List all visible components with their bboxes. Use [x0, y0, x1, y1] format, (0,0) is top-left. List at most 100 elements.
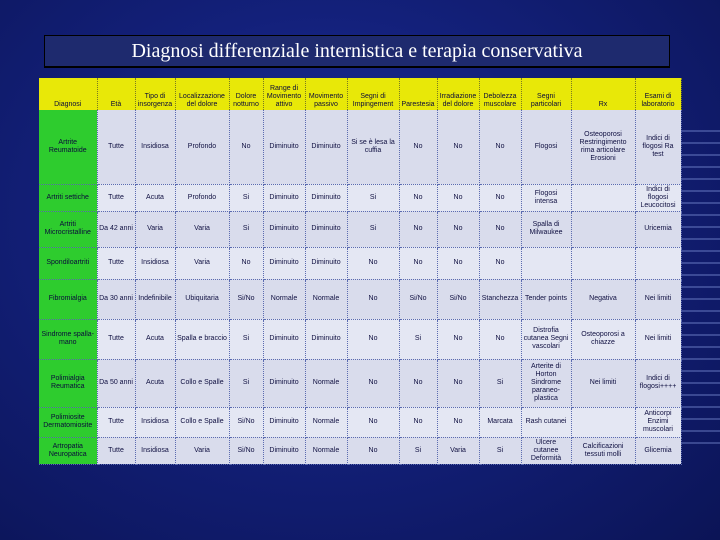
header-cell: Dolore notturno: [229, 78, 264, 110]
table-cell: Collo e Spalle: [175, 407, 230, 438]
table-cell: Indici di flogosi Ra test: [635, 110, 682, 185]
table-cell: No: [479, 319, 522, 360]
table-cell: Insidiosa: [135, 110, 176, 185]
diagnosis-cell: Sindrome spalla-mano: [39, 319, 98, 360]
table-cell: No: [437, 319, 480, 360]
table-cell: Diminuito: [305, 110, 348, 185]
table-cell: Si/No: [229, 437, 264, 465]
table-cell: Ulcere cutanee Deformità: [521, 437, 572, 465]
table-row: Artriti Microcristalline Da 42 anni Vari…: [39, 211, 682, 248]
table-cell: Osteoporosi a chiazze: [571, 319, 636, 360]
table-cell: No: [437, 407, 480, 438]
table-cell: Tutte: [97, 407, 136, 438]
table-cell: Diminuito: [263, 247, 306, 280]
table-cell: Distrofia cutanea Segni vascolari: [521, 319, 572, 360]
table-cell: Acuta: [135, 319, 176, 360]
table-cell: [521, 247, 572, 280]
table-cell: No: [399, 359, 438, 408]
table-cell: No: [437, 184, 480, 212]
header-cell: Età: [97, 78, 136, 110]
table-cell: Indici di flogosi++++: [635, 359, 682, 408]
table-cell: Si/No: [437, 279, 480, 320]
diagnosis-cell: Artropatia Neuropatica: [39, 437, 98, 465]
table-cell: No: [437, 359, 480, 408]
table-cell: No: [347, 359, 400, 408]
table-cell: Si: [229, 211, 264, 248]
header-cell: Rx: [571, 78, 636, 110]
table-row: Artriti settiche Tutte Acuta Profondo Si…: [39, 184, 682, 212]
table-cell: No: [479, 110, 522, 185]
header-cell: Debolezza muscolare: [479, 78, 522, 110]
table-cell: Diminuito: [263, 407, 306, 438]
table-cell: Stanchezza: [479, 279, 522, 320]
table-cell: Si: [347, 211, 400, 248]
table-row: Spondiloartriti Tutte Insidiosa Varia No…: [39, 247, 682, 280]
differential-diagnosis-table: Diagnosi Età Tipo di insorgenza Localizz…: [39, 78, 682, 465]
table-cell: Nei limiti: [635, 319, 682, 360]
table-cell: No: [347, 437, 400, 465]
table-cell: Acuta: [135, 184, 176, 212]
slide-title: Diagnosi differenziale internistica e te…: [131, 39, 583, 62]
diagnosis-cell: Polimiosite Dermatomiosite: [39, 407, 98, 438]
table-cell: No: [399, 407, 438, 438]
table-cell: Tender points: [521, 279, 572, 320]
table-cell: Insidiosa: [135, 407, 176, 438]
table-cell: Uricemia: [635, 211, 682, 248]
table-cell: Indefinibile: [135, 279, 176, 320]
header-cell: Range di Movimento attivo: [263, 78, 306, 110]
table-cell: Negativa: [571, 279, 636, 320]
table-cell: Tutte: [97, 247, 136, 280]
table-cell: No: [399, 184, 438, 212]
table-cell: [571, 184, 636, 212]
table-cell: Tutte: [97, 437, 136, 465]
table-row: Polimiosite Dermatomiosite Tutte Insidio…: [39, 407, 682, 438]
header-cell: Movimento passivo: [305, 78, 348, 110]
table-cell: Diminuito: [305, 319, 348, 360]
table-cell: No: [437, 211, 480, 248]
diagnosis-cell: Artrite Reumatoide: [39, 110, 98, 185]
table-cell: Diminuito: [263, 319, 306, 360]
table-cell: Diminuito: [305, 211, 348, 248]
table-cell: Diminuito: [263, 211, 306, 248]
table-cell: Nei limiti: [635, 279, 682, 320]
table-cell: Si: [399, 437, 438, 465]
table-cell: Si/No: [399, 279, 438, 320]
table-cell: Ubiquitaria: [175, 279, 230, 320]
table-cell: Insidiosa: [135, 247, 176, 280]
header-cell: Diagnosi: [39, 78, 98, 110]
table-cell: No: [479, 247, 522, 280]
table-cell: Si: [229, 184, 264, 212]
table-cell: Varia: [175, 211, 230, 248]
table-cell: Collo e Spalle: [175, 359, 230, 408]
table-cell: No: [229, 110, 264, 185]
table-cell: Diminuito: [305, 247, 348, 280]
table-cell: Diminuito: [263, 184, 306, 212]
table-cell: [571, 247, 636, 280]
table-cell: Flogosi: [521, 110, 572, 185]
table-cell: Insidiosa: [135, 437, 176, 465]
table-cell: Da 30 anni: [97, 279, 136, 320]
table-cell: Diminuito: [263, 437, 306, 465]
table-cell: Arterite di Horton Sindrome paraneo-plas…: [521, 359, 572, 408]
table-cell: [571, 407, 636, 438]
table-cell: Varia: [175, 437, 230, 465]
table-cell: Si: [229, 359, 264, 408]
table-cell: Glicemia: [635, 437, 682, 465]
table-cell: Si se è lesa la cuffia: [347, 110, 400, 185]
table-cell: Indici di flogosi Leucocitosi: [635, 184, 682, 212]
table-cell: [635, 247, 682, 280]
table-cell: Varia: [175, 247, 230, 280]
table-cell: Rash cutanei: [521, 407, 572, 438]
table-row: Fibromialgia Da 30 anni Indefinibile Ubi…: [39, 279, 682, 320]
diagnosis-cell: Spondiloartriti: [39, 247, 98, 280]
header-cell: Parestesia: [399, 78, 438, 110]
table-cell: No: [229, 247, 264, 280]
diagnosis-cell: Polimialgia Reumatica: [39, 359, 98, 408]
table-cell: No: [347, 319, 400, 360]
header-cell: Esami di laboratorio: [635, 78, 682, 110]
table-cell: Normale: [305, 279, 348, 320]
table-cell: No: [437, 247, 480, 280]
table-cell: Diminuito: [263, 359, 306, 408]
table-cell: Da 50 anni: [97, 359, 136, 408]
table-cell: Diminuito: [263, 110, 306, 185]
